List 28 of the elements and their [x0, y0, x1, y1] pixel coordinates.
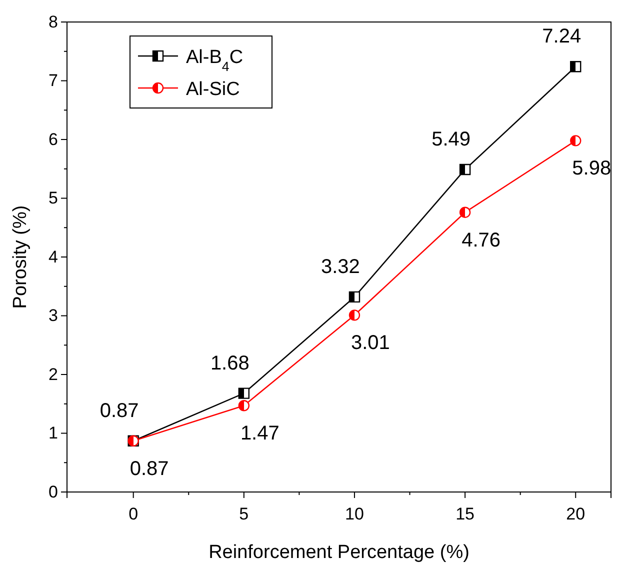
y-tick-label: 6 — [48, 130, 58, 149]
data-label: 4.76 — [462, 229, 501, 252]
y-tick-label: 0 — [48, 482, 58, 502]
data-label: 1.47 — [240, 422, 280, 445]
y-tick-label: 3 — [48, 306, 58, 326]
x-tick-label: 0 — [128, 504, 138, 524]
y-tick-label: 4 — [48, 247, 58, 266]
x-tick-label: 15 — [456, 504, 475, 524]
data-label: 0.87 — [130, 458, 169, 480]
data-label: 5.98 — [572, 158, 612, 180]
x-tick-label: 20 — [566, 504, 586, 524]
x-tick-label: 5 — [239, 504, 249, 524]
y-tick-label: 1 — [48, 424, 58, 443]
x-axis-title: Reinforcement Percentage (%) — [208, 542, 470, 563]
legend-label: Al-SiC — [186, 79, 240, 100]
data-label: 7.24 — [542, 26, 582, 48]
y-axis-title: Porosity (%) — [10, 205, 31, 309]
data-label: 0.87 — [100, 400, 139, 422]
x-tick-label: 10 — [345, 504, 364, 524]
data-label: 3.01 — [351, 332, 390, 354]
legend-label: Al-B$_{4}$C — [186, 47, 244, 74]
data-label: 1.68 — [210, 352, 250, 374]
y-tick-label: 5 — [48, 188, 58, 208]
y-tick-label: 2 — [48, 364, 58, 384]
data-label: 3.32 — [321, 256, 360, 278]
data-label: 5.49 — [432, 128, 471, 150]
y-tick-label: 7 — [48, 71, 58, 90]
y-tick-label: 8 — [48, 12, 58, 32]
